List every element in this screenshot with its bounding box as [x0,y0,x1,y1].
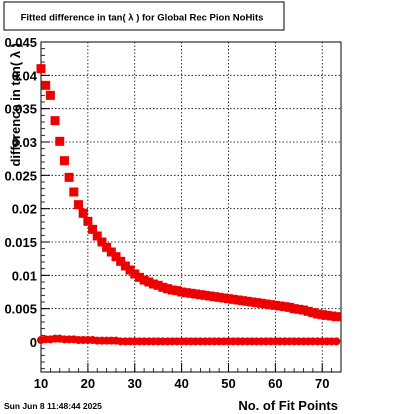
data-point-square [331,312,341,322]
y-tick-label: 0.015 [4,235,37,250]
data-point-square [158,282,168,292]
data-point-square [83,216,93,226]
data-point-square [153,280,163,290]
data-point-square [97,237,107,247]
data-point-square [163,284,173,294]
data-point-square [303,306,313,316]
y-tick-label: 0.03 [12,135,37,150]
data-point-square [177,287,187,297]
data-point-square [186,288,196,298]
data-point-square [299,305,308,315]
data-point-square [200,290,210,300]
data-point-square [64,172,74,182]
x-tick-label: 30 [128,376,142,391]
data-point-circle [332,337,341,346]
data-point-square [69,187,79,197]
data-point-square [88,224,98,234]
data-point-square [134,272,144,282]
data-point-square [247,297,257,307]
y-tick-label: 0.005 [4,302,37,317]
data-point-square [144,277,154,287]
data-point-square [205,291,215,301]
data-point-square [45,90,55,100]
data-points [36,64,341,346]
data-point-square [125,265,135,275]
data-point-square [50,116,60,126]
x-tick-label: 50 [221,376,235,391]
data-point-square [214,292,224,302]
data-point-square [256,298,266,308]
data-point-square [116,256,126,266]
data-point-square [242,296,252,306]
data-point-square [191,289,201,299]
data-point-square [266,300,276,310]
x-tick-label: 70 [315,376,329,391]
data-point-square [36,64,46,74]
y-tick-label: 0.04 [12,68,38,83]
data-point-square [317,310,327,320]
data-point-square [106,247,116,257]
data-point-square [308,308,318,318]
data-point-square [224,294,233,304]
data-point-square [252,298,262,308]
y-tick-label: 0.045 [4,35,37,50]
chart-title: Fitted difference in tan( λ ) for Global… [21,13,264,24]
x-axis-title: No. of Fit Points [238,398,338,413]
data-point-square [327,311,337,321]
y-tick-label: 0.035 [4,102,37,117]
data-point-square [59,156,69,166]
data-point-square [181,288,191,298]
data-point-square [111,252,121,262]
data-point-square [233,295,243,305]
data-point-square [130,269,140,279]
y-tick-label: 0.01 [12,268,37,283]
data-point-square [284,302,294,312]
data-point-square [74,200,83,210]
x-tick-label: 20 [81,376,95,391]
y-tick-label: 0.025 [4,168,37,183]
data-point-square [195,290,205,300]
y-tick-label: 0.02 [12,202,37,217]
x-tick-label: 60 [268,376,282,391]
data-point-square [275,301,285,311]
data-point-square [228,294,238,304]
y-tick-label: 0 [30,335,37,350]
data-point-square [78,208,88,218]
data-point-square [270,300,280,310]
data-point-square [167,285,177,295]
y-axis-title: difference in tan( λ ) [8,43,23,167]
data-point-square [294,304,304,314]
data-point-square [219,293,229,303]
data-point-square [313,309,323,319]
data-point-square [41,80,51,90]
data-point-square [172,286,182,296]
data-point-square [209,292,219,302]
data-point-square [238,296,248,306]
plot-area [40,41,342,373]
title-box [3,1,285,31]
data-point-square [139,275,149,285]
data-point-square [102,242,112,252]
data-point-square [261,299,271,309]
x-tick-label: 40 [174,376,188,391]
data-point-square [149,279,158,289]
data-point-square [55,136,65,146]
data-point-square [92,231,102,241]
data-point-square [322,310,332,320]
data-point-square [280,302,290,312]
data-point-square [289,304,299,314]
data-point-square [120,261,130,271]
x-tick-label: 10 [34,376,48,391]
timestamp: Sun Jun 8 11:48:44 2025 [4,401,102,411]
